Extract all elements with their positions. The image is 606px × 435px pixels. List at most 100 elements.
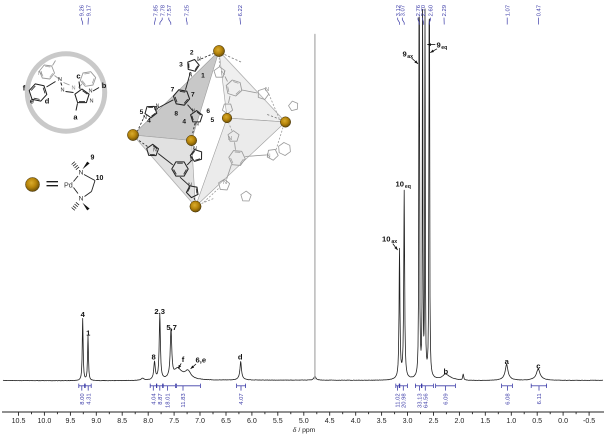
svg-text:1: 1 (86, 329, 91, 338)
svg-text:3.5: 3.5 (377, 417, 387, 425)
svg-text:4: 4 (81, 310, 86, 319)
svg-text:6.22: 6.22 (238, 5, 244, 16)
svg-text:2.5: 2.5 (429, 417, 439, 425)
svg-text:f: f (23, 84, 26, 93)
svg-text:N: N (189, 73, 193, 79)
svg-text:9: 9 (437, 41, 441, 50)
svg-text:N: N (79, 169, 84, 176)
svg-text:4.04: 4.04 (151, 393, 157, 405)
svg-text:N: N (195, 122, 199, 128)
svg-text:8.87: 8.87 (158, 393, 164, 404)
svg-text:3.12: 3.12 (396, 5, 402, 16)
svg-text:c: c (76, 72, 80, 81)
svg-text:9: 9 (91, 155, 95, 162)
svg-text:δ / ppm: δ / ppm (293, 427, 316, 434)
svg-text:eq: eq (405, 184, 411, 190)
svg-text:1.5: 1.5 (480, 417, 490, 425)
svg-text:c: c (536, 362, 540, 371)
svg-text:6,e: 6,e (196, 356, 207, 365)
svg-text:N: N (188, 183, 192, 189)
svg-text:7.57: 7.57 (167, 5, 173, 16)
svg-text:9.17: 9.17 (87, 5, 93, 16)
svg-text:N: N (58, 77, 62, 83)
svg-text:9: 9 (403, 50, 407, 59)
svg-text:10.5: 10.5 (12, 417, 26, 425)
svg-text:6.11: 6.11 (537, 393, 543, 404)
svg-text:a: a (505, 357, 510, 366)
svg-text:4: 4 (147, 118, 151, 125)
svg-text:d: d (238, 353, 243, 362)
svg-text:N: N (156, 104, 160, 110)
svg-text:8.5: 8.5 (117, 417, 127, 425)
svg-text:N: N (88, 89, 92, 95)
svg-text:0.5: 0.5 (532, 417, 542, 425)
svg-text:8.00: 8.00 (80, 393, 86, 405)
svg-text:f: f (182, 355, 185, 364)
svg-text:4.31: 4.31 (86, 393, 92, 404)
svg-text:7.25: 7.25 (184, 4, 190, 16)
svg-text:6.5: 6.5 (221, 417, 231, 425)
svg-text:7.5: 7.5 (169, 417, 179, 425)
svg-text:2.76: 2.76 (416, 4, 422, 16)
svg-text:4.0: 4.0 (351, 417, 361, 425)
svg-text:2.29: 2.29 (442, 5, 448, 16)
svg-text:eq: eq (441, 45, 447, 51)
svg-text:7: 7 (171, 87, 175, 94)
svg-text:7.0: 7.0 (195, 417, 205, 425)
svg-text:2.60: 2.60 (429, 4, 435, 16)
svg-text:N: N (190, 157, 194, 163)
svg-text:6.08: 6.08 (506, 393, 512, 405)
svg-text:a: a (73, 113, 78, 122)
svg-text:7.78: 7.78 (160, 4, 166, 16)
svg-text:N: N (197, 57, 201, 63)
svg-text:b: b (443, 367, 448, 376)
svg-text:4.07: 4.07 (239, 393, 245, 404)
svg-text:N: N (153, 148, 157, 154)
svg-text:2.70: 2.70 (421, 4, 427, 16)
svg-text:N: N (265, 87, 269, 93)
svg-text:9.0: 9.0 (91, 417, 101, 425)
svg-text:6.0: 6.0 (247, 417, 257, 425)
svg-text:7: 7 (191, 91, 195, 98)
svg-text:N: N (267, 154, 271, 160)
svg-text:N: N (223, 180, 227, 186)
svg-text:2,3: 2,3 (154, 307, 165, 316)
svg-text:9.5: 9.5 (65, 417, 75, 425)
svg-text:9.26: 9.26 (80, 4, 86, 16)
svg-text:4.5: 4.5 (325, 417, 335, 425)
svg-text:N: N (38, 71, 42, 77)
svg-text:N: N (89, 99, 93, 105)
svg-text:10: 10 (96, 175, 104, 182)
svg-text:1.0: 1.0 (506, 417, 516, 425)
svg-text:11.83: 11.83 (181, 393, 187, 408)
svg-text:1.07: 1.07 (505, 5, 511, 16)
svg-text:N: N (79, 195, 84, 202)
svg-text:5,7: 5,7 (166, 323, 177, 332)
svg-text:7.85: 7.85 (153, 4, 159, 16)
svg-text:33.13: 33.13 (418, 393, 424, 408)
svg-text:6.09: 6.09 (444, 393, 450, 404)
svg-text:b: b (102, 81, 107, 90)
svg-text:20.98: 20.98 (401, 393, 407, 408)
svg-text:5: 5 (140, 109, 144, 116)
svg-text:10: 10 (396, 180, 404, 189)
svg-text:N: N (193, 146, 197, 152)
svg-text:ax: ax (407, 54, 413, 60)
svg-text:N: N (221, 71, 225, 77)
svg-text:N: N (192, 109, 196, 115)
svg-text:6: 6 (154, 106, 158, 113)
svg-text:-0.5: -0.5 (583, 417, 595, 425)
svg-text:N: N (228, 136, 232, 142)
svg-text:64.56: 64.56 (423, 393, 429, 408)
svg-text:e: e (30, 97, 34, 106)
svg-text:1: 1 (201, 72, 205, 79)
svg-text:5.0: 5.0 (299, 417, 309, 425)
svg-text:2.0: 2.0 (454, 417, 464, 425)
svg-text:5: 5 (210, 117, 214, 124)
svg-text:10: 10 (382, 235, 390, 244)
svg-text:4: 4 (182, 118, 186, 125)
svg-text:6: 6 (206, 108, 210, 115)
svg-text:ax: ax (391, 239, 397, 245)
svg-text:3.0: 3.0 (403, 417, 413, 425)
svg-text:18.01: 18.01 (166, 393, 172, 408)
